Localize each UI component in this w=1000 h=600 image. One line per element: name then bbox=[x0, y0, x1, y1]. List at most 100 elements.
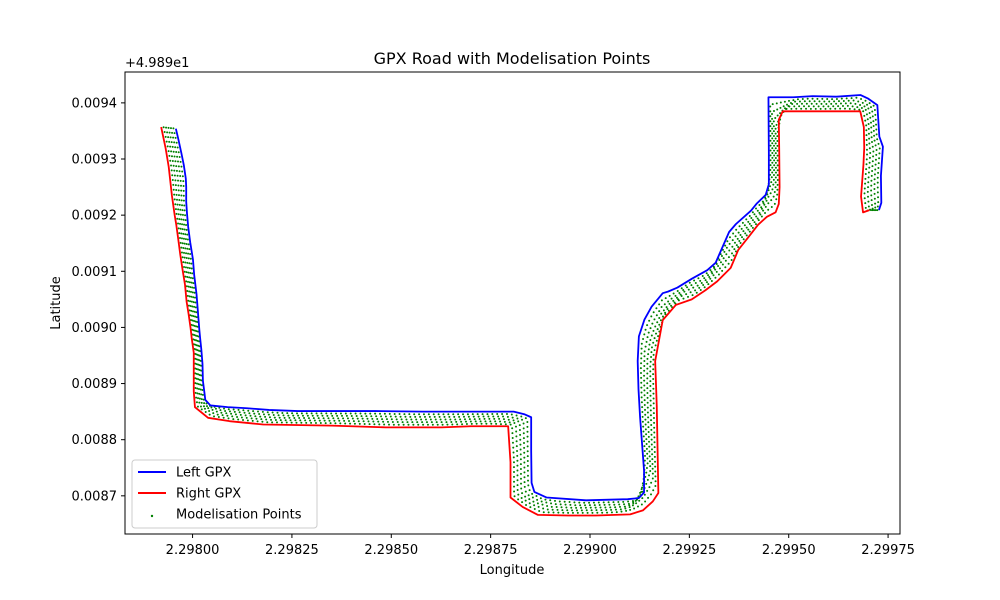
modelisation-point bbox=[618, 503, 621, 506]
modelisation-point bbox=[359, 412, 362, 415]
modelisation-point bbox=[580, 506, 583, 509]
modelisation-point bbox=[513, 495, 516, 498]
modelisation-point bbox=[186, 233, 189, 236]
modelisation-point bbox=[821, 97, 824, 100]
modelisation-point bbox=[830, 102, 833, 105]
modelisation-point bbox=[374, 412, 377, 415]
modelisation-point bbox=[451, 423, 454, 426]
modelisation-point bbox=[550, 505, 553, 508]
modelisation-point bbox=[773, 202, 776, 205]
modelisation-point bbox=[264, 415, 267, 418]
modelisation-point bbox=[190, 281, 193, 284]
modelisation-point bbox=[211, 408, 214, 411]
modelisation-point bbox=[754, 223, 757, 226]
modelisation-point bbox=[737, 246, 740, 249]
modelisation-point bbox=[344, 422, 347, 425]
modelisation-point bbox=[228, 410, 231, 413]
modelisation-point bbox=[651, 477, 654, 480]
modelisation-point bbox=[190, 309, 193, 312]
modelisation-point bbox=[863, 187, 866, 190]
modelisation-point bbox=[627, 500, 630, 503]
modelisation-point bbox=[187, 280, 190, 283]
modelisation-point bbox=[163, 131, 166, 134]
modelisation-point bbox=[353, 422, 356, 425]
modelisation-point bbox=[460, 420, 463, 423]
modelisation-point bbox=[208, 409, 211, 412]
modelisation-point bbox=[773, 159, 776, 162]
modelisation-point bbox=[869, 152, 872, 155]
modelisation-point bbox=[182, 180, 185, 183]
modelisation-point bbox=[428, 415, 431, 418]
modelisation-point bbox=[190, 262, 193, 265]
modelisation-point bbox=[169, 127, 172, 130]
modelisation-point bbox=[750, 217, 753, 220]
modelisation-point bbox=[343, 419, 346, 422]
modelisation-point bbox=[312, 417, 315, 420]
modelisation-point bbox=[647, 435, 650, 438]
x-tick-label: 2.29950 bbox=[762, 543, 816, 558]
modelisation-point bbox=[865, 124, 868, 127]
modelisation-point bbox=[756, 209, 759, 212]
modelisation-point bbox=[776, 178, 779, 181]
modelisation-point bbox=[248, 412, 251, 415]
modelisation-point bbox=[874, 144, 877, 147]
modelisation-point bbox=[876, 191, 879, 194]
modelisation-point bbox=[865, 143, 868, 146]
modelisation-point bbox=[167, 126, 170, 129]
modelisation-point bbox=[266, 421, 269, 424]
modelisation-point bbox=[204, 411, 207, 414]
modelisation-point bbox=[634, 499, 637, 502]
modelisation-point bbox=[526, 445, 529, 448]
modelisation-point bbox=[771, 156, 774, 159]
modelisation-point bbox=[711, 272, 714, 275]
modelisation-point bbox=[864, 108, 867, 111]
modelisation-point bbox=[291, 412, 294, 415]
modelisation-point bbox=[510, 413, 513, 416]
modelisation-point bbox=[597, 501, 600, 504]
modelisation-point bbox=[640, 357, 643, 360]
modelisation-point bbox=[772, 195, 775, 198]
modelisation-point bbox=[520, 415, 523, 418]
modelisation-point bbox=[193, 324, 196, 327]
modelisation-point bbox=[238, 411, 241, 414]
modelisation-point bbox=[865, 139, 868, 142]
modelisation-point bbox=[462, 413, 465, 416]
modelisation-point bbox=[709, 277, 712, 280]
modelisation-point bbox=[713, 266, 716, 269]
modelisation-point bbox=[776, 108, 779, 111]
modelisation-point bbox=[873, 209, 876, 212]
modelisation-point bbox=[839, 102, 842, 105]
modelisation-point bbox=[354, 412, 357, 415]
modelisation-point bbox=[628, 504, 631, 507]
modelisation-point bbox=[268, 416, 271, 419]
modelisation-point bbox=[223, 407, 226, 410]
modelisation-point bbox=[205, 405, 208, 408]
modelisation-point bbox=[809, 107, 812, 110]
modelisation-point bbox=[867, 200, 870, 203]
modelisation-point bbox=[814, 107, 817, 110]
modelisation-point bbox=[646, 489, 649, 492]
modelisation-point bbox=[645, 340, 648, 343]
modelisation-point bbox=[173, 193, 176, 196]
modelisation-point bbox=[415, 418, 418, 421]
modelisation-point bbox=[721, 263, 724, 266]
modelisation-point bbox=[167, 150, 170, 153]
modelisation-point bbox=[454, 418, 457, 421]
modelisation-point bbox=[406, 421, 409, 424]
modelisation-point bbox=[834, 107, 837, 110]
modelisation-point bbox=[801, 98, 804, 100]
modelisation-point bbox=[563, 500, 566, 503]
modelisation-point bbox=[853, 108, 856, 111]
modelisation-point bbox=[648, 474, 651, 477]
modelisation-point bbox=[474, 420, 477, 423]
modelisation-point bbox=[779, 106, 782, 109]
modelisation-point bbox=[871, 169, 874, 172]
modelisation-point bbox=[450, 421, 453, 424]
modelisation-point bbox=[362, 420, 365, 423]
modelisation-point bbox=[526, 450, 529, 453]
modelisation-point bbox=[652, 378, 655, 380]
modelisation-point bbox=[386, 420, 389, 423]
modelisation-point bbox=[741, 221, 744, 224]
modelisation-point bbox=[295, 421, 298, 424]
modelisation-point bbox=[640, 376, 643, 379]
